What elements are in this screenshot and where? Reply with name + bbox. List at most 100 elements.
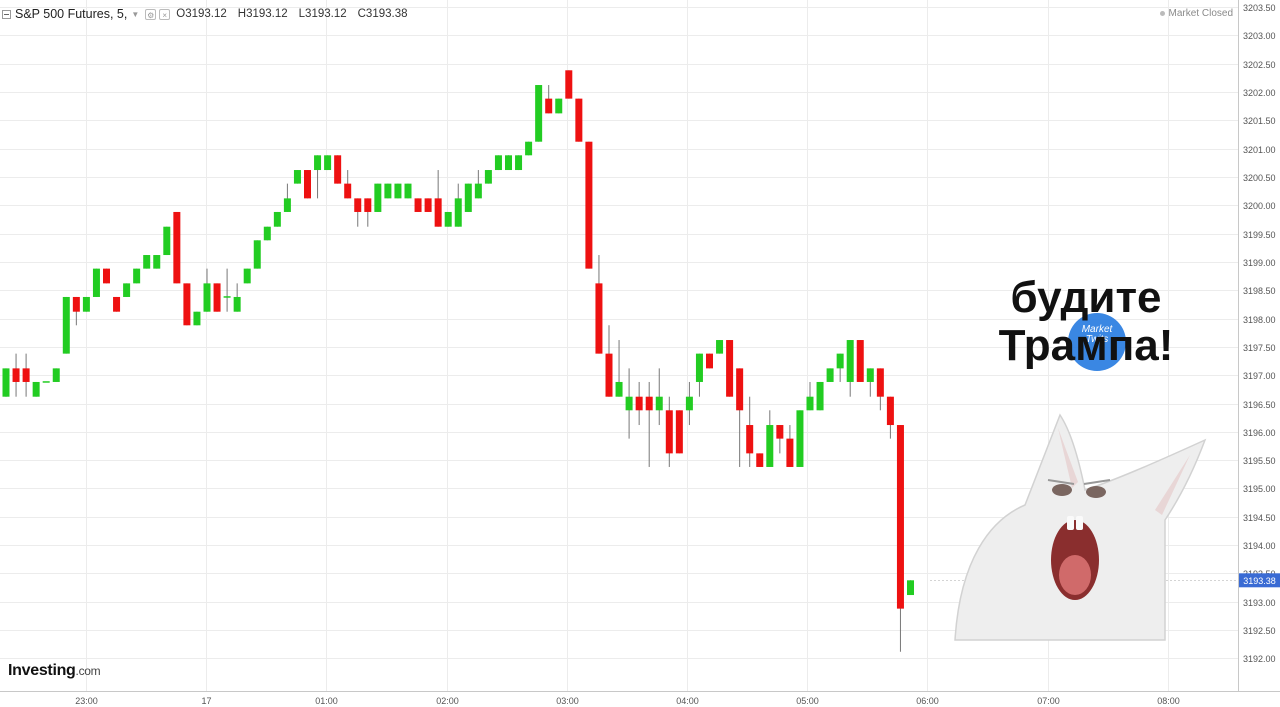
candle[interactable] — [163, 226, 171, 256]
candle[interactable] — [856, 340, 864, 382]
candle[interactable] — [505, 155, 512, 171]
candle[interactable] — [444, 211, 452, 227]
candle[interactable] — [515, 155, 523, 171]
candle[interactable] — [907, 580, 914, 596]
candle[interactable] — [595, 255, 603, 354]
candle[interactable] — [113, 296, 121, 312]
candle[interactable] — [736, 368, 744, 467]
candle[interactable] — [334, 155, 342, 184]
candle[interactable] — [484, 170, 492, 184]
settings-icon[interactable]: ⚙ — [145, 8, 157, 20]
candle[interactable] — [575, 98, 583, 142]
candle[interactable] — [896, 425, 904, 652]
candle[interactable] — [665, 396, 673, 467]
candle[interactable] — [183, 283, 191, 326]
candle[interactable] — [535, 85, 543, 142]
candle[interactable] — [786, 425, 794, 467]
candle[interactable] — [434, 170, 442, 227]
candle[interactable] — [22, 353, 30, 397]
candle[interactable] — [655, 368, 663, 426]
candle[interactable] — [52, 368, 60, 382]
candle[interactable] — [746, 396, 754, 467]
candle[interactable] — [555, 98, 563, 114]
candle[interactable] — [565, 70, 573, 99]
candle[interactable] — [133, 268, 141, 284]
investing-logo[interactable]: Investing.com — [8, 662, 101, 680]
candle[interactable] — [203, 268, 211, 312]
candle[interactable] — [876, 368, 884, 411]
close-icon[interactable]: × — [159, 8, 171, 20]
candle[interactable] — [525, 141, 533, 156]
candle[interactable] — [364, 198, 372, 227]
candle[interactable] — [796, 410, 804, 467]
candle[interactable] — [474, 170, 482, 199]
candle[interactable] — [314, 155, 322, 199]
candle[interactable] — [726, 340, 734, 397]
candle[interactable] — [645, 381, 653, 467]
candle[interactable] — [716, 340, 724, 354]
candle[interactable] — [92, 268, 100, 297]
candle[interactable] — [293, 170, 301, 184]
candle[interactable] — [685, 381, 693, 426]
candle[interactable] — [123, 283, 131, 297]
candle[interactable] — [384, 183, 392, 199]
candle[interactable] — [756, 453, 764, 467]
candle[interactable] — [866, 368, 874, 397]
candle[interactable] — [193, 311, 201, 326]
candle[interactable] — [615, 340, 623, 397]
candle[interactable] — [42, 381, 50, 383]
candle[interactable] — [253, 240, 261, 269]
candle[interactable] — [454, 183, 462, 227]
candle[interactable] — [72, 296, 80, 326]
candle[interactable] — [414, 198, 422, 212]
candle[interactable] — [62, 296, 70, 354]
candle[interactable] — [806, 381, 814, 411]
candle[interactable] — [213, 283, 221, 312]
candle[interactable] — [223, 268, 231, 312]
symbol-label[interactable]: S&P 500 Futures, 5, — [15, 7, 128, 21]
candle[interactable] — [143, 255, 151, 269]
candle[interactable] — [886, 396, 894, 439]
candle[interactable] — [394, 183, 402, 199]
candle[interactable] — [32, 381, 40, 397]
candle[interactable] — [374, 183, 382, 212]
candle[interactable] — [464, 183, 472, 212]
candle[interactable] — [675, 410, 683, 454]
candle[interactable] — [836, 353, 844, 382]
candle[interactable] — [304, 170, 311, 199]
candle[interactable] — [635, 381, 643, 426]
candle[interactable] — [273, 211, 281, 227]
candle[interactable] — [625, 368, 633, 439]
collapse-icon[interactable] — [2, 9, 11, 19]
candle[interactable] — [545, 85, 553, 114]
candle[interactable] — [776, 425, 784, 454]
candle[interactable] — [82, 296, 90, 312]
candle[interactable] — [494, 155, 502, 171]
candle[interactable] — [424, 198, 432, 212]
candle[interactable] — [324, 155, 332, 171]
y-tick-label: 3203.50 — [1243, 3, 1276, 13]
candle[interactable] — [404, 183, 412, 199]
candle[interactable] — [354, 198, 362, 227]
candle[interactable] — [103, 268, 110, 284]
candle[interactable] — [846, 340, 854, 397]
candle[interactable] — [605, 325, 613, 397]
chevron-down-icon[interactable]: ▼ — [131, 9, 140, 19]
candle[interactable] — [706, 353, 713, 369]
candle[interactable] — [173, 211, 181, 284]
candle[interactable] — [153, 255, 161, 269]
candle-body — [816, 381, 824, 411]
candle[interactable] — [243, 268, 251, 284]
candle[interactable] — [826, 368, 834, 382]
candle[interactable] — [283, 183, 291, 212]
candle[interactable] — [12, 353, 20, 397]
candle[interactable] — [816, 381, 824, 411]
candle[interactable] — [585, 141, 593, 269]
candle[interactable] — [695, 353, 703, 397]
candle[interactable] — [2, 368, 10, 397]
candle[interactable] — [233, 283, 241, 312]
candle[interactable] — [344, 170, 352, 199]
candle[interactable] — [263, 226, 271, 241]
candle[interactable] — [766, 410, 774, 467]
